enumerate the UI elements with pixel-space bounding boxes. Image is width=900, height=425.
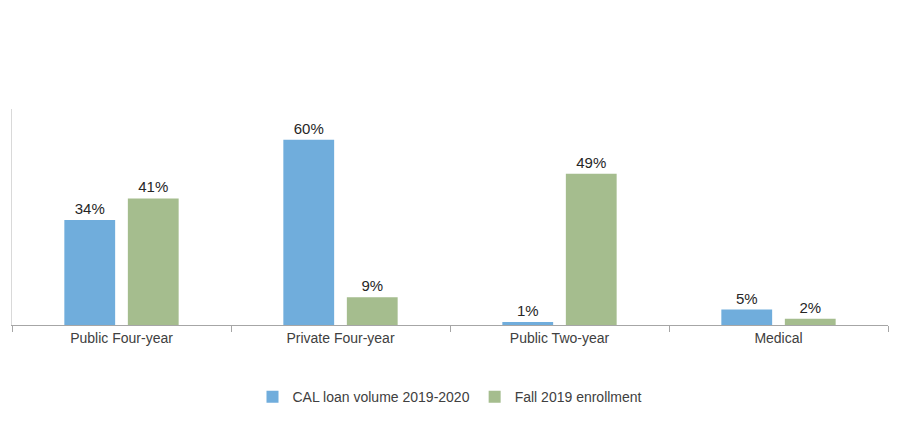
svg-text:5%: 5% bbox=[736, 290, 758, 307]
svg-text:Medical: Medical bbox=[754, 330, 802, 346]
svg-text:49%: 49% bbox=[576, 154, 606, 171]
svg-text:Public Two-year: Public Two-year bbox=[510, 330, 610, 346]
svg-text:60%: 60% bbox=[294, 120, 324, 137]
svg-text:9%: 9% bbox=[361, 277, 383, 294]
svg-text:2%: 2% bbox=[799, 299, 821, 316]
svg-text:34%: 34% bbox=[75, 200, 105, 217]
svg-text:1%: 1% bbox=[517, 302, 539, 319]
svg-text:Fall 2019 enrollment: Fall 2019 enrollment bbox=[515, 389, 642, 405]
svg-text:41%: 41% bbox=[138, 178, 168, 195]
svg-text:CAL loan volume 2019-2020: CAL loan volume 2019-2020 bbox=[293, 389, 470, 405]
svg-text:Public Four-year: Public Four-year bbox=[70, 330, 173, 346]
svg-text:Private Four-year: Private Four-year bbox=[286, 330, 394, 346]
